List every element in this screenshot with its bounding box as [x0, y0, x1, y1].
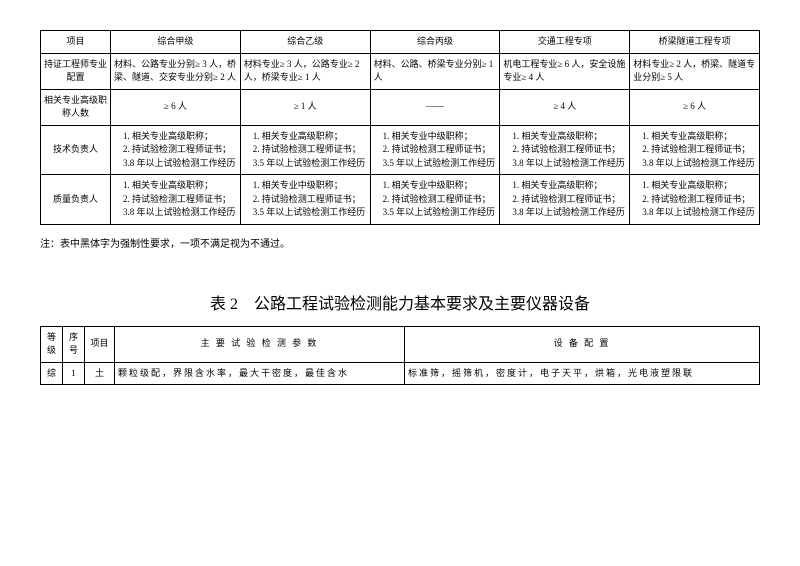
requirements-table: 项目 综合甲级 综合乙级 综合丙级 交通工程专项 桥梁隧道工程专项 持证工程师专…: [40, 30, 760, 225]
header-cell: 设 备 配 置: [405, 326, 760, 362]
table-row: 综 1 土 颗粒级配，界限含水率，最大干密度，最佳含水 标准筛，摇筛机，密度计，…: [41, 362, 760, 385]
header-cell: 交通工程专项: [500, 31, 630, 54]
header-cell: 综合丙级: [370, 31, 500, 54]
cell: 1. 相关专业高级职称； 2. 持试验检测工程师证书； 3.8 年以上试验检测工…: [500, 125, 630, 175]
cell: ≥ 1 人: [240, 89, 370, 125]
header-cell: 项目: [41, 31, 111, 54]
cell: 1. 相关专业高级职称； 2. 持试验检测工程师证书； 3.8 年以上试验检测工…: [111, 125, 241, 175]
cell: ——: [370, 89, 500, 125]
cell: 1. 相关专业高级职称； 2. 持试验检测工程师证书； 3.8 年以上试验检测工…: [111, 175, 241, 225]
table-row: 质量负责人 1. 相关专业高级职称； 2. 持试验检测工程师证书； 3.8 年以…: [41, 175, 760, 225]
cell: 标准筛，摇筛机，密度计，电子天平，烘箱，光电液塑限联: [405, 362, 760, 385]
header-cell: 桥梁隧道工程专项: [630, 31, 760, 54]
header-cell: 序号: [63, 326, 85, 362]
cell: 颗粒级配，界限含水率，最大干密度，最佳含水: [115, 362, 405, 385]
cell: 材料、公路、桥梁专业分别≥ 1 人: [370, 53, 500, 89]
header-cell: 项目: [85, 326, 115, 362]
table-row: 持证工程师专业配置 材料、公路专业分别≥ 3 人，桥梁、隧道、交安专业分别≥ 2…: [41, 53, 760, 89]
table2-title: 表 2 公路工程试验检测能力基本要求及主要仪器设备: [40, 290, 760, 314]
cell: 1. 相关专业高级职称； 2. 持试验检测工程师证书； 3.5 年以上试验检测工…: [240, 125, 370, 175]
cell: 材料、公路专业分别≥ 3 人，桥梁、隧道、交安专业分别≥ 2 人: [111, 53, 241, 89]
table-row: 技术负责人 1. 相关专业高级职称； 2. 持试验检测工程师证书； 3.8 年以…: [41, 125, 760, 175]
cell: ≥ 6 人: [111, 89, 241, 125]
cell: 1: [63, 362, 85, 385]
cell: 1. 相关专业中级职称； 2. 持试验检测工程师证书； 3.5 年以上试验检测工…: [370, 175, 500, 225]
cell: 1. 相关专业高级职称； 2. 持试验检测工程师证书； 3.8 年以上试验检测工…: [500, 175, 630, 225]
cell: 材料专业≥ 3 人，公路专业≥ 2 人，桥梁专业≥ 1 人: [240, 53, 370, 89]
equipment-table: 等级 序号 项目 主 要 试 验 检 测 参 数 设 备 配 置 综 1 土 颗…: [40, 326, 760, 386]
table-header-row: 项目 综合甲级 综合乙级 综合丙级 交通工程专项 桥梁隧道工程专项: [41, 31, 760, 54]
cell: 材料专业≥ 2 人，桥梁、隧道专业分别≥ 5 人: [630, 53, 760, 89]
cell: 1. 相关专业中级职称； 2. 持试验检测工程师证书； 3.5 年以上试验检测工…: [240, 175, 370, 225]
header-cell: 等级: [41, 326, 63, 362]
row-label: 相关专业高级职称人数: [41, 89, 111, 125]
footnote: 注：表中黑体字为强制性要求，一项不满足视为不通过。: [40, 235, 760, 250]
header-cell: 主 要 试 验 检 测 参 数: [115, 326, 405, 362]
cell: 1. 相关专业高级职称； 2. 持试验检测工程师证书； 3.8 年以上试验检测工…: [630, 125, 760, 175]
cell: 土: [85, 362, 115, 385]
cell: 1. 相关专业中级职称； 2. 持试验检测工程师证书； 3.5 年以上试验检测工…: [370, 125, 500, 175]
row-label: 质量负责人: [41, 175, 111, 225]
row-label: 技术负责人: [41, 125, 111, 175]
row-label: 持证工程师专业配置: [41, 53, 111, 89]
header-cell: 综合甲级: [111, 31, 241, 54]
header-cell: 综合乙级: [240, 31, 370, 54]
cell: 1. 相关专业高级职称； 2. 持试验检测工程师证书； 3.8 年以上试验检测工…: [630, 175, 760, 225]
cell: 机电工程专业≥ 6 人，安全设施专业≥ 4 人: [500, 53, 630, 89]
cell: ≥ 4 人: [500, 89, 630, 125]
cell: ≥ 6 人: [630, 89, 760, 125]
cell: 综: [41, 362, 63, 385]
table-row: 相关专业高级职称人数 ≥ 6 人 ≥ 1 人 —— ≥ 4 人 ≥ 6 人: [41, 89, 760, 125]
table-header-row: 等级 序号 项目 主 要 试 验 检 测 参 数 设 备 配 置: [41, 326, 760, 362]
